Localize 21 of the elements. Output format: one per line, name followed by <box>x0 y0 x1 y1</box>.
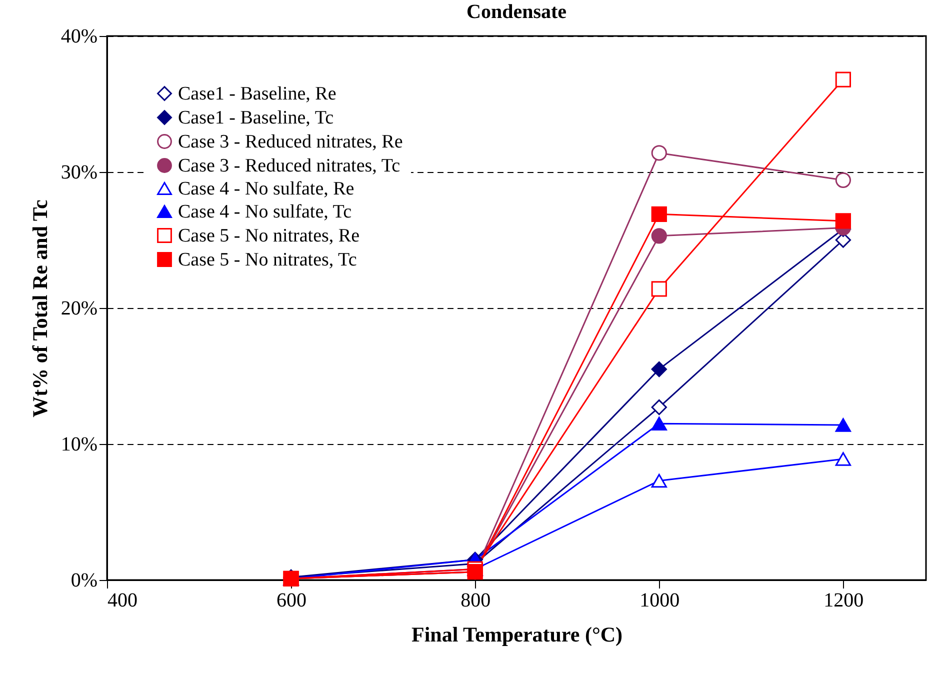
x-axis-title: Final Temperature (°C) <box>412 622 622 646</box>
x-tick-label: 800 <box>460 590 491 612</box>
legend-label: Case 5 - No nitrates, Tc <box>178 250 357 270</box>
y-tick-label: 20% <box>60 298 98 320</box>
legend-label: Case 4 - No sulfate, Re <box>178 178 354 200</box>
chart-title: Condensate <box>466 1 567 23</box>
x-tick-label: 600 <box>276 590 307 612</box>
legend-label: Case1 - Baseline, Re <box>178 84 336 104</box>
legend-label: Case 3 - Reduced nitrates, Tc <box>178 156 400 176</box>
legend-label: Case1 - Baseline, Tc <box>178 108 334 128</box>
x-tick-label: 1000 <box>640 590 680 612</box>
legend-label: Case 5 - No nitrates, Re <box>178 226 360 246</box>
legend-label: Case 4 - No sulfate, Tc <box>178 202 352 222</box>
y-axis-title: Wt% of Total Re and Tc <box>28 200 52 418</box>
y-tick-label: 10% <box>60 434 98 456</box>
y-tick-label: 0% <box>70 570 98 592</box>
x-tick-label: 400 <box>108 590 138 612</box>
y-tick-label: 40% <box>60 26 98 48</box>
legend-label: Case 3 - Reduced nitrates, Re <box>178 132 403 152</box>
x-tick-label: 1200 <box>824 590 864 612</box>
y-tick-label: 30% <box>60 162 98 184</box>
